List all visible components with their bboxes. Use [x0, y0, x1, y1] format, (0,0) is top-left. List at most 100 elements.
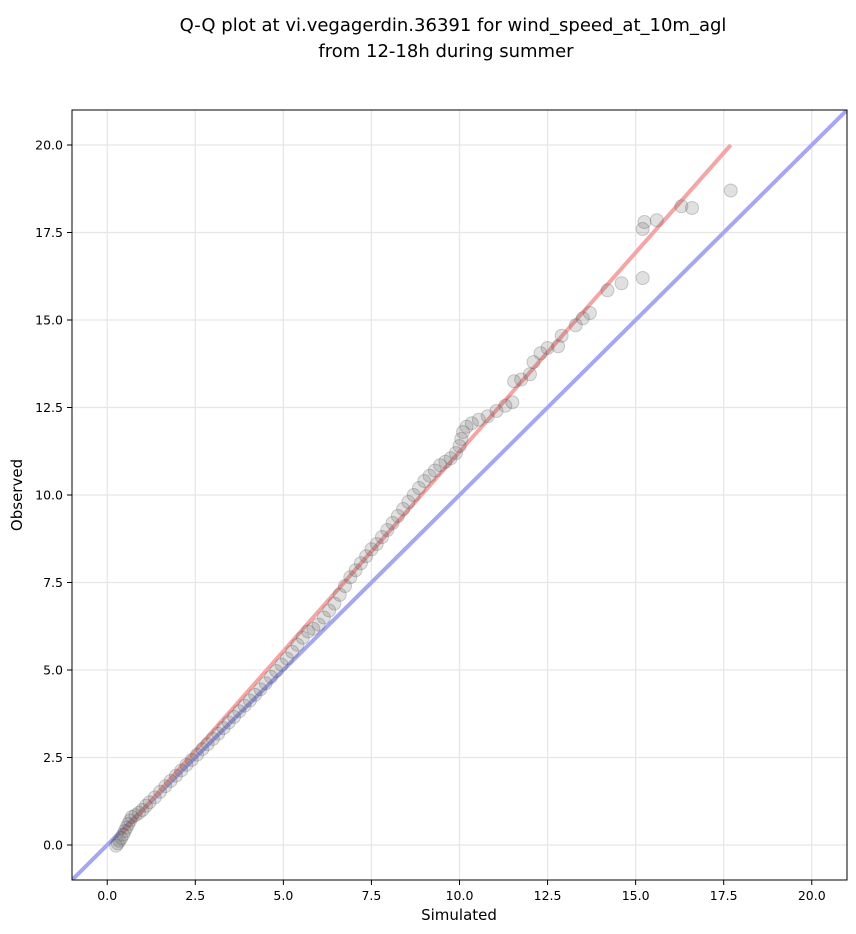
data-point: [327, 596, 342, 611]
data-point: [369, 537, 384, 551]
data-point: [117, 824, 132, 838]
x-tick-label: 7.5: [361, 888, 381, 903]
data-point: [514, 372, 529, 387]
data-point: [142, 795, 157, 810]
y-tick-label: 17.5: [35, 225, 63, 240]
data-point: [600, 283, 615, 298]
data-point: [554, 328, 569, 343]
data-point: [338, 579, 353, 593]
data-point: [507, 374, 522, 389]
y-tick-label: 0.0: [43, 838, 63, 853]
data-point: [396, 502, 411, 516]
data-point: [200, 737, 215, 752]
x-tick-label: 20.0: [798, 888, 826, 903]
chart-title-line-2: from 12-18h during summer: [318, 41, 574, 62]
data-point: [168, 768, 183, 783]
data-point: [685, 201, 699, 215]
data-point: [448, 446, 463, 460]
data-point: [211, 726, 226, 741]
data-point: [179, 757, 194, 772]
x-axis-ticks: 0.0 2.5 5.0 7.5 10.0 12.5 15.0 17.5 20.0: [97, 880, 826, 903]
data-point: [116, 827, 131, 842]
data-point: [227, 709, 242, 724]
x-tick-label: 5.0: [273, 888, 293, 903]
x-tick-label: 2.5: [185, 888, 205, 903]
data-point: [649, 213, 664, 228]
lines: [72, 110, 847, 880]
data-point: [138, 798, 153, 813]
data-point: [253, 682, 268, 697]
data-point: [119, 820, 134, 835]
data-point: [505, 395, 520, 410]
data-point: [306, 621, 321, 636]
data-point: [123, 813, 138, 828]
data-point: [135, 803, 150, 817]
data-point: [232, 704, 247, 719]
data-point: [110, 836, 125, 851]
data-point: [390, 509, 405, 523]
data-point: [295, 630, 310, 645]
data-point: [112, 833, 127, 848]
data-point: [190, 747, 205, 762]
data-point: [452, 439, 467, 453]
data-point: [332, 587, 347, 602]
data-point: [459, 419, 474, 434]
data-point: [464, 416, 479, 431]
y-axis-ticks: 0.0 2.5 5.0 7.5 10.0 12.5 15.0 17.5 20.0: [35, 138, 72, 853]
data-point: [480, 409, 495, 424]
data-point: [311, 617, 326, 632]
data-point: [316, 610, 331, 625]
data-point: [128, 808, 143, 823]
data-point: [422, 468, 437, 483]
data-point: [121, 817, 136, 831]
data-point: [237, 698, 252, 713]
data-point: [551, 339, 566, 354]
y-tick-label: 5.0: [43, 663, 63, 678]
chart-title-line-1: Q-Q plot at vi.vegagerdin.36391 for wind…: [180, 15, 727, 36]
data-point: [526, 355, 541, 369]
data-point: [153, 784, 168, 799]
data-point: [279, 651, 294, 666]
data-point: [406, 488, 421, 502]
x-axis-label: Simulated: [421, 906, 497, 924]
data-point: [147, 790, 162, 805]
x-tick-label: 12.5: [534, 888, 562, 903]
x-tick-label: 0.0: [97, 888, 117, 903]
data-point: [637, 215, 652, 229]
data-point: [124, 810, 139, 824]
data-point: [131, 805, 146, 820]
y-tick-label: 15.0: [35, 313, 63, 328]
data-point: [568, 318, 583, 333]
y-tick-label: 7.5: [43, 575, 63, 590]
data-point: [438, 454, 453, 469]
data-point: [158, 779, 173, 794]
data-point: [343, 570, 358, 585]
data-point: [248, 687, 263, 702]
data-point: [380, 523, 395, 537]
data-point: [258, 676, 273, 691]
x-tick-label: 15.0: [622, 888, 650, 903]
data-point: [471, 412, 486, 427]
data-point: [290, 637, 305, 652]
data-point: [216, 721, 231, 736]
x-tick-label: 10.0: [446, 888, 474, 903]
gridlines: [72, 110, 847, 880]
data-point: [195, 742, 210, 757]
data-points: [109, 183, 738, 853]
data-point: [174, 763, 189, 778]
fit-line: [119, 143, 733, 836]
y-tick-label: 2.5: [43, 750, 63, 765]
data-point: [359, 549, 374, 564]
y-tick-label: 10.0: [35, 488, 63, 503]
data-point: [411, 481, 426, 495]
data-point: [674, 199, 689, 214]
data-point: [443, 451, 458, 466]
data-point: [114, 831, 129, 845]
data-point: [635, 271, 650, 285]
data-point: [375, 530, 389, 544]
data-point: [364, 542, 379, 557]
data-point: [614, 276, 629, 291]
data-point: [498, 398, 513, 413]
data-point: [427, 463, 442, 478]
